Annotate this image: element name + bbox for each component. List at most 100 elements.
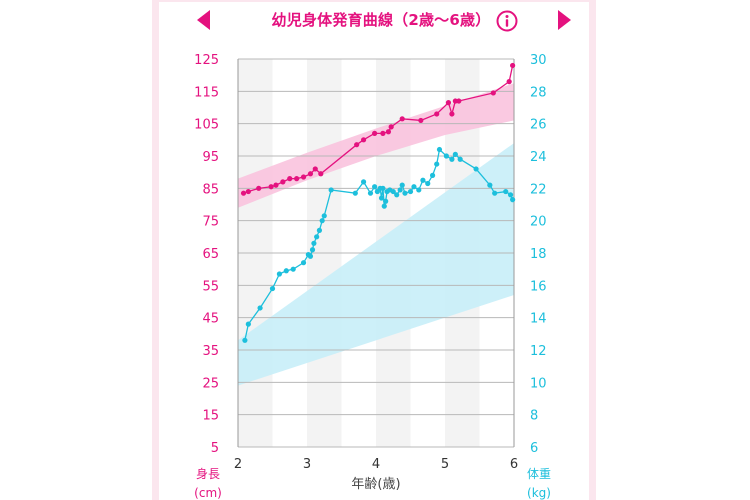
left-axis-label-line2: (cm) (194, 486, 222, 500)
weight-data-point (290, 266, 296, 272)
right-tick-label: 20 (530, 215, 547, 230)
height-data-point (294, 176, 300, 182)
right-axis-label-line1: 体重 (527, 467, 551, 481)
x-tick-label: 4 (372, 457, 380, 472)
weight-data-point (352, 190, 358, 196)
x-tick-label: 5 (441, 457, 449, 472)
weight-data-point (257, 305, 263, 311)
weight-data-point (397, 187, 403, 193)
height-data-point (360, 137, 367, 143)
weight-data-point (360, 179, 367, 185)
height-data-point (445, 100, 452, 106)
height-data-point (380, 130, 386, 136)
prev-chart-button[interactable] (194, 8, 214, 32)
left-tick-label: 65 (202, 247, 219, 262)
weight-data-point (316, 227, 323, 233)
weight-data-point (394, 192, 400, 198)
left-tick-label: 105 (194, 118, 219, 133)
height-data-point (372, 130, 378, 136)
x-tick-label: 2 (234, 457, 242, 472)
weight-data-point (309, 247, 316, 253)
right-tick-label: 6 (530, 441, 538, 456)
weight-data-point (402, 190, 408, 196)
info-button[interactable] (496, 10, 518, 32)
height-data-point (456, 98, 462, 104)
weight-data-point (307, 253, 314, 259)
left-tick-label: 115 (194, 85, 219, 100)
left-tick-label: 85 (202, 182, 219, 197)
height-data-point (418, 117, 424, 124)
next-chart-button[interactable] (554, 8, 574, 32)
left-axis-label-line1: 身長 (196, 466, 220, 481)
weight-data-point (411, 184, 417, 190)
right-tick-label: 12 (530, 344, 547, 359)
height-data-point (318, 171, 324, 177)
weight-data-point (407, 188, 414, 195)
right-tick-label: 18 (530, 247, 547, 262)
right-tick-label: 16 (530, 279, 547, 294)
height-data-point (307, 171, 314, 177)
left-tick-label: 45 (202, 312, 219, 327)
height-data-point (287, 176, 293, 182)
height-data-point (273, 182, 279, 188)
height-series-line (243, 65, 514, 194)
height-data-point (510, 62, 516, 69)
weight-data-point (390, 188, 396, 195)
height-data-point (399, 116, 405, 122)
height-data-point (354, 142, 360, 148)
weight-data-point (457, 156, 463, 162)
weight-data-point (449, 156, 455, 162)
weight-data-point (314, 234, 320, 240)
height-data-point (388, 124, 394, 130)
height-data-point (434, 111, 440, 117)
percentile-bands (238, 83, 514, 386)
weight-data-point (452, 151, 458, 157)
weight-data-point (503, 188, 509, 195)
weight-data-point (436, 146, 443, 153)
left-tick-label: 75 (202, 215, 219, 230)
chart-title: 幼児身体発育曲線（2歳〜6歳） (271, 11, 491, 29)
right-axis-label-line2: (kg) (527, 486, 551, 500)
weight-data-point (381, 203, 387, 209)
right-tick-label: 28 (530, 85, 547, 100)
weight-data-point (319, 218, 325, 224)
x-tick-label: 6 (510, 457, 518, 472)
weight-data-point (399, 182, 405, 188)
chart-header: 幼児身体発育曲線（2歳〜6歳） (159, 0, 603, 40)
left-tick-label: 25 (202, 376, 219, 391)
weight-data-point (242, 337, 248, 343)
weight-data-point (321, 213, 327, 219)
weight-data-point (429, 172, 436, 178)
height-data-point (506, 79, 512, 85)
right-tick-label: 8 (530, 409, 538, 424)
triangle-right-icon (558, 10, 571, 30)
height-data-point (256, 185, 262, 191)
height-data-point (240, 190, 247, 196)
height-data-point (490, 90, 496, 96)
right-tick-label: 30 (530, 53, 547, 68)
left-tick-label: 35 (202, 344, 219, 359)
left-tick-label: 15 (202, 409, 219, 424)
info-circle-icon (496, 10, 518, 32)
weight-data-point (443, 153, 449, 159)
right-tick-label: 24 (530, 150, 547, 165)
height-data-point (312, 166, 318, 172)
height-data-point (449, 111, 455, 117)
weight-data-point (245, 321, 251, 327)
left-tick-label: 125 (194, 53, 219, 68)
height-percentile-band (238, 83, 514, 208)
weight-data-point (420, 177, 426, 183)
weight-data-point (425, 180, 431, 187)
x-tick-label: 3 (303, 457, 311, 472)
weight-data-point (380, 185, 386, 191)
weight-data-point (300, 260, 307, 266)
weight-data-point (510, 197, 516, 203)
right-tick-label: 14 (530, 312, 547, 327)
weight-data-point (283, 268, 289, 274)
weight-data-point (416, 187, 422, 193)
grid-lines (237, 58, 515, 448)
weight-data-point (507, 192, 514, 198)
weight-percentile-band (238, 143, 514, 386)
right-tick-label: 22 (530, 182, 547, 197)
